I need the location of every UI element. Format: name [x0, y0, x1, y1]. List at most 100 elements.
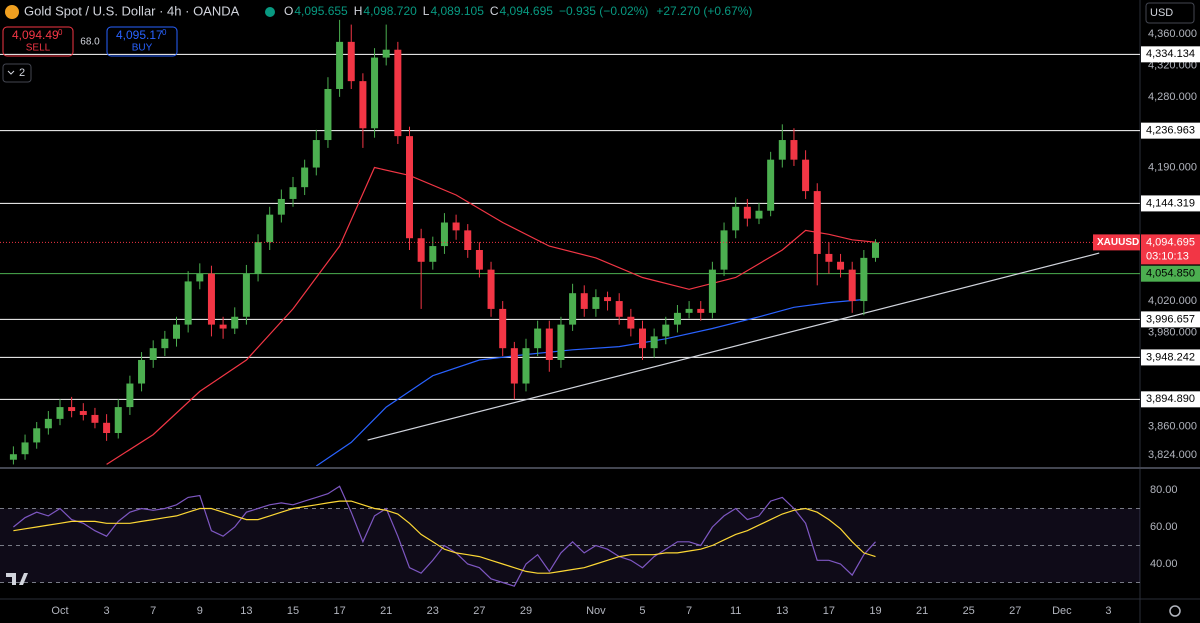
- candle-body: [405, 136, 413, 239]
- sell-price: 4,094.49: [12, 28, 59, 42]
- candle-body: [487, 269, 495, 309]
- y-tick-label: 4,190.000: [1148, 161, 1197, 173]
- rsi-tick-label: 40.00: [1150, 558, 1178, 570]
- candle-body: [382, 49, 390, 58]
- candle-body: [242, 273, 250, 317]
- candle-body: [767, 159, 775, 211]
- level-label: 4,054.850: [1146, 268, 1195, 280]
- buy-label: BUY: [132, 43, 153, 54]
- symbol-title[interactable]: Gold Spot / U.S. Dollar · 4h · OANDA: [24, 3, 240, 18]
- candle-body: [149, 348, 157, 360]
- countdown: 03:10:13: [1146, 250, 1189, 262]
- x-tick-label: 9: [197, 605, 203, 617]
- y-tick-label: 4,280.000: [1148, 91, 1197, 103]
- rsi-tick-label: 80.00: [1150, 484, 1178, 496]
- candle-body: [499, 308, 507, 349]
- candle-body: [359, 81, 367, 129]
- symbol-label: XAUUSD: [1097, 237, 1139, 248]
- rsi-line: [13, 500, 876, 574]
- y-tick-label: 4,360.000: [1148, 28, 1197, 40]
- axes: 4,360.000 4,320.000 4,280.000 4,190.000 4,02…: [51, 28, 1200, 617]
- x-tick-label: 15: [287, 605, 299, 617]
- ohlc-label: H: [354, 4, 363, 18]
- level-label-box: [1141, 195, 1200, 212]
- level-label-box: [1141, 46, 1200, 63]
- x-tick-label: 21: [380, 605, 392, 617]
- candle-body: [452, 222, 460, 231]
- x-tick-label: 7: [150, 605, 156, 617]
- candle-body: [569, 293, 577, 325]
- level-label: 4,236.963: [1146, 125, 1195, 137]
- candle-body: [91, 414, 99, 423]
- sell-button[interactable]: [2, 26, 74, 57]
- ohlc-value: 4,098.720: [363, 4, 417, 18]
- logo[interactable]: [6, 573, 28, 585]
- y-tick-label: 3,980.000: [1148, 326, 1197, 338]
- rsi-tick-label: 60.00: [1150, 521, 1178, 533]
- candle-body: [662, 324, 670, 337]
- candle-body: [685, 308, 693, 313]
- buy-price: 4,095.17: [116, 28, 163, 42]
- ohlc-label: C: [490, 4, 499, 18]
- candle-body: [464, 230, 472, 251]
- level-label-box: [1141, 349, 1200, 366]
- candle-body: [778, 140, 786, 160]
- candle-body: [103, 422, 111, 434]
- x-tick-label: 13: [240, 605, 252, 617]
- candle-body: [755, 210, 763, 219]
- candle-body: [347, 41, 355, 82]
- x-tick-label: 11: [730, 605, 741, 617]
- ohlc-label: L: [423, 4, 430, 18]
- currency: USD: [1150, 7, 1173, 19]
- y-tick-label: 4,320.000: [1148, 59, 1197, 71]
- currency-button[interactable]: [1145, 2, 1195, 24]
- x-tick-label: 13: [776, 605, 788, 617]
- candle-body: [790, 140, 798, 160]
- candle-body: [289, 187, 297, 199]
- price-pane: [0, 19, 1140, 466]
- candle-body: [254, 242, 262, 274]
- candle-body: [440, 222, 448, 247]
- settings-icon[interactable]: [1169, 605, 1181, 617]
- candle-body: [860, 257, 868, 302]
- candle-body: [429, 246, 437, 262]
- candle-body: [324, 88, 332, 141]
- level-label-box: [1141, 265, 1200, 282]
- level-label-box: [1141, 122, 1200, 139]
- x-tick-label: 17: [333, 605, 345, 617]
- candle-body: [114, 407, 122, 434]
- candle-body: [301, 167, 309, 188]
- last-price-box: [1141, 234, 1200, 265]
- candle-body: [720, 230, 728, 270]
- x-tick-label: Oct: [51, 605, 68, 617]
- market-status: [265, 7, 275, 17]
- ohlc-value: 4,089.105: [430, 4, 484, 18]
- candle-body: [219, 324, 227, 329]
- collapse-button[interactable]: [2, 63, 32, 83]
- rsi-line: [13, 485, 876, 587]
- ohlc-value: 4,094.695: [500, 4, 554, 18]
- candle-body: [417, 238, 425, 262]
- buy-button[interactable]: [106, 26, 178, 57]
- symbol-label-box: [1093, 234, 1140, 251]
- x-tick-label: 25: [963, 605, 975, 617]
- level-label: 3,894.890: [1146, 393, 1195, 405]
- candle-body: [673, 312, 681, 325]
- candle-body: [172, 324, 180, 339]
- candle-body: [161, 338, 169, 349]
- candle-body: [44, 418, 52, 429]
- candle-body: [802, 159, 810, 192]
- candle-body: [196, 273, 204, 282]
- candle-body: [9, 454, 17, 460]
- rsi-pane: [0, 485, 1140, 587]
- ohlc-label: O: [284, 4, 293, 18]
- candle-body: [813, 191, 821, 254]
- x-tick-label: 17: [823, 605, 835, 617]
- candle-body: [207, 273, 215, 325]
- candle-body: [650, 336, 658, 349]
- sell-label: SELL: [26, 43, 51, 54]
- y-tick-label: 3,860.000: [1148, 421, 1197, 433]
- candle-body: [545, 328, 553, 360]
- candle-body: [825, 253, 833, 262]
- candle-body: [184, 281, 192, 325]
